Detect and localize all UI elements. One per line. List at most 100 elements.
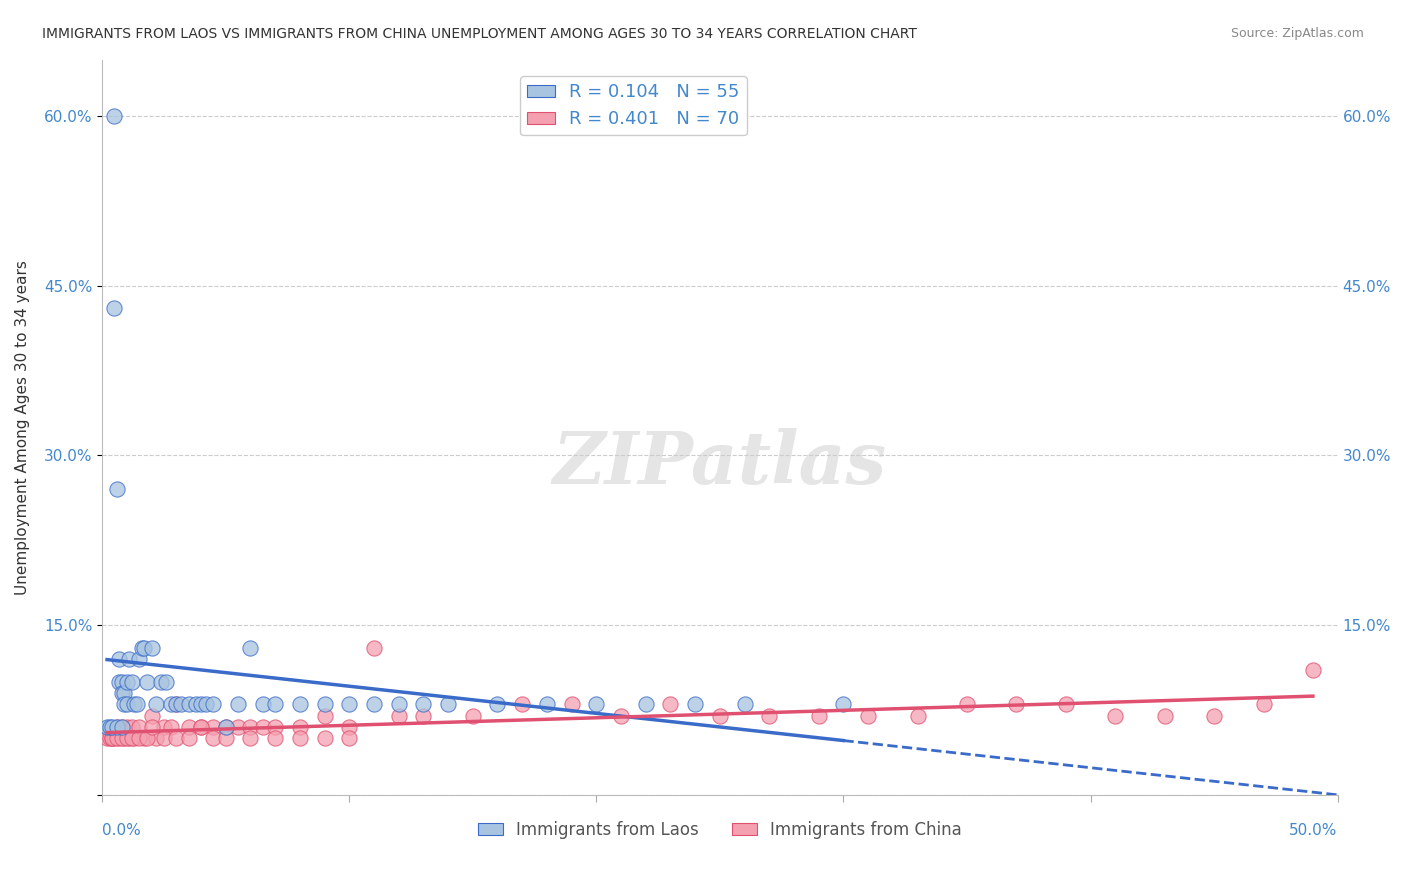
Point xyxy=(907,708,929,723)
Point xyxy=(134,731,156,746)
Point xyxy=(215,720,238,734)
Point xyxy=(141,640,163,655)
Point xyxy=(1302,663,1324,677)
Point xyxy=(832,697,855,711)
Point xyxy=(115,697,138,711)
Point xyxy=(108,674,131,689)
Point xyxy=(160,720,183,734)
Point xyxy=(337,697,360,711)
Point xyxy=(288,697,311,711)
Point xyxy=(121,731,143,746)
Point xyxy=(264,720,287,734)
Point xyxy=(111,731,134,746)
Point xyxy=(202,697,225,711)
Point xyxy=(112,731,135,746)
Point xyxy=(145,731,167,746)
Point xyxy=(363,640,385,655)
Point xyxy=(170,697,193,711)
Point xyxy=(135,731,157,746)
Point xyxy=(165,731,187,746)
Point xyxy=(118,652,141,666)
Point xyxy=(111,674,134,689)
Point xyxy=(486,697,509,711)
Point xyxy=(190,720,212,734)
Text: IMMIGRANTS FROM LAOS VS IMMIGRANTS FROM CHINA UNEMPLOYMENT AMONG AGES 30 TO 34 Y: IMMIGRANTS FROM LAOS VS IMMIGRANTS FROM … xyxy=(42,27,917,41)
Point xyxy=(956,697,979,711)
Point xyxy=(437,697,460,711)
Text: ZIPatlas: ZIPatlas xyxy=(553,428,887,500)
Text: 0.0%: 0.0% xyxy=(103,823,141,838)
Point xyxy=(314,697,336,711)
Point xyxy=(585,697,607,711)
Point xyxy=(108,731,131,746)
Point xyxy=(131,640,153,655)
Point xyxy=(239,640,262,655)
Point xyxy=(510,697,533,711)
Point xyxy=(105,483,128,497)
Point xyxy=(177,697,200,711)
Point xyxy=(226,697,249,711)
Point xyxy=(634,697,657,711)
Point xyxy=(1054,697,1077,711)
Point xyxy=(115,720,138,734)
Point xyxy=(337,720,360,734)
Point xyxy=(683,697,706,711)
Point xyxy=(165,697,187,711)
Point xyxy=(111,720,134,734)
Point xyxy=(98,731,121,746)
Point xyxy=(184,697,207,711)
Point xyxy=(112,686,135,700)
Point xyxy=(105,720,128,734)
Point xyxy=(252,720,274,734)
Point xyxy=(134,640,156,655)
Point xyxy=(1204,708,1226,723)
Point xyxy=(226,720,249,734)
Point xyxy=(190,697,212,711)
Point xyxy=(141,708,163,723)
Point xyxy=(141,720,163,734)
Point xyxy=(111,720,134,734)
Point xyxy=(337,731,360,746)
Point xyxy=(128,652,150,666)
Y-axis label: Unemployment Among Ages 30 to 34 years: Unemployment Among Ages 30 to 34 years xyxy=(15,260,30,595)
Point xyxy=(98,720,121,734)
Point xyxy=(807,708,830,723)
Point xyxy=(115,674,138,689)
Point xyxy=(111,686,134,700)
Point xyxy=(202,720,225,734)
Point xyxy=(264,731,287,746)
Point xyxy=(118,731,141,746)
Legend: Immigrants from Laos, Immigrants from China: Immigrants from Laos, Immigrants from Ch… xyxy=(471,814,969,846)
Point xyxy=(177,720,200,734)
Point xyxy=(103,731,125,746)
Point xyxy=(1005,697,1028,711)
Point xyxy=(202,731,225,746)
Point xyxy=(101,720,124,734)
Text: 50.0%: 50.0% xyxy=(1289,823,1337,838)
Point xyxy=(610,708,633,723)
Point xyxy=(105,731,128,746)
Point xyxy=(105,720,128,734)
Point xyxy=(103,109,125,123)
Point xyxy=(388,697,411,711)
Point xyxy=(122,731,145,746)
Point xyxy=(536,697,558,711)
Point xyxy=(190,720,212,734)
Point xyxy=(561,697,583,711)
Point xyxy=(264,697,287,711)
Point xyxy=(155,674,177,689)
Point xyxy=(153,731,176,746)
Point xyxy=(758,708,780,723)
Point xyxy=(108,652,131,666)
Point xyxy=(363,697,385,711)
Point xyxy=(314,731,336,746)
Point xyxy=(734,697,756,711)
Point xyxy=(215,731,238,746)
Point xyxy=(122,697,145,711)
Point xyxy=(252,697,274,711)
Point xyxy=(288,720,311,734)
Point xyxy=(177,731,200,746)
Point xyxy=(412,697,434,711)
Point xyxy=(709,708,731,723)
Point xyxy=(128,731,150,746)
